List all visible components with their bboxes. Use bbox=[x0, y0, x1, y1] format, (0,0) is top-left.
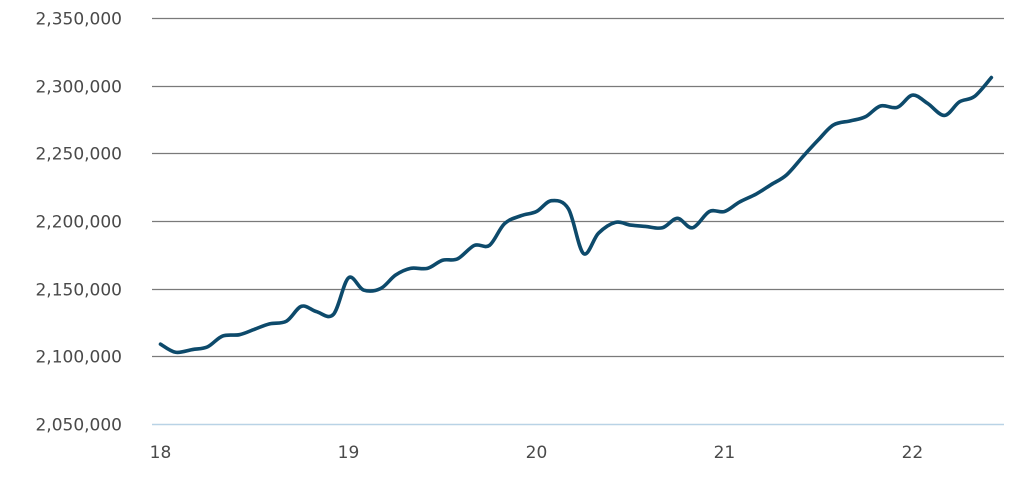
y-tick-label: 2,300,000 bbox=[35, 78, 122, 98]
y-axis-tick-labels: 2,050,000 2,100,000 2,150,000 2,200,000 2,25… bbox=[35, 10, 122, 436]
x-tick-label: 19 bbox=[338, 443, 360, 463]
grid-lines bbox=[152, 17, 1004, 426]
x-tick-label: 21 bbox=[714, 443, 736, 463]
y-tick-label: 2,200,000 bbox=[35, 213, 122, 233]
y-tick-label: 2,050,000 bbox=[35, 416, 122, 436]
x-tick-label: 22 bbox=[902, 443, 924, 463]
y-tick-label: 2,150,000 bbox=[35, 281, 122, 301]
series-layer bbox=[158, 75, 994, 355]
x-axis-tick-labels: 18 19 20 21 22 bbox=[150, 443, 924, 463]
y-tick-label: 2,100,000 bbox=[35, 348, 122, 368]
series-line-0 bbox=[158, 75, 994, 355]
y-tick-label: 2,250,000 bbox=[35, 145, 122, 165]
x-tick-label: 20 bbox=[526, 443, 548, 463]
y-tick-label: 2,350,000 bbox=[35, 10, 122, 30]
x-tick-label: 18 bbox=[150, 443, 172, 463]
